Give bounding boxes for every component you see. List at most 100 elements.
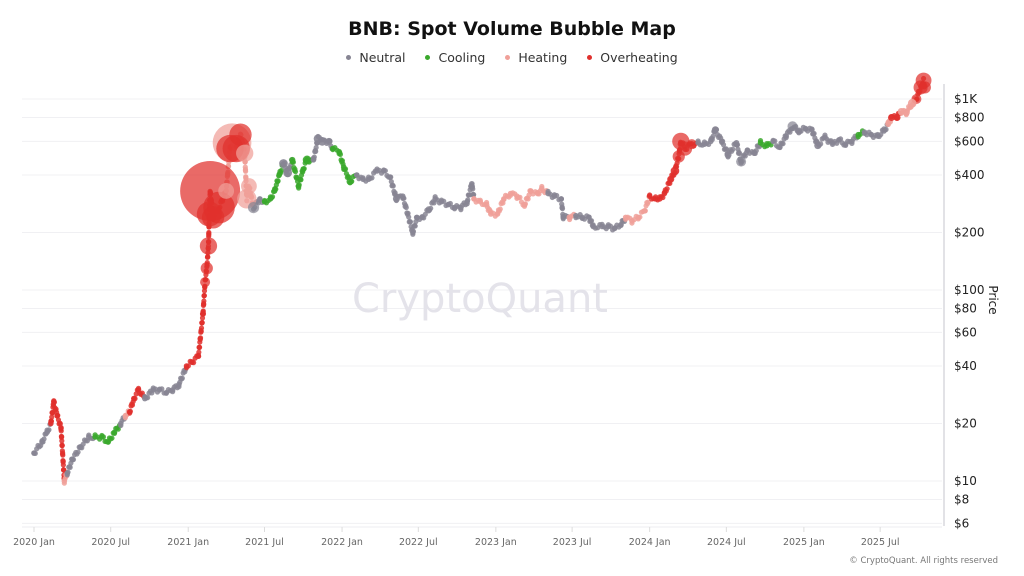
legend-item-neutral[interactable]: Neutral (346, 50, 405, 65)
bubble-n (814, 142, 822, 150)
bubble-n (44, 429, 50, 436)
bubble-n (410, 229, 416, 236)
bubble-n (545, 190, 551, 197)
bubble-n (118, 420, 124, 427)
y-tick-label: $100 (954, 283, 985, 297)
trail-dot-o (60, 452, 66, 458)
bubble-n (414, 214, 420, 221)
bubble-n (809, 126, 815, 133)
bubble-c (855, 131, 862, 138)
y-axis-label: Price (986, 285, 1000, 314)
y-tick-label: $1K (954, 92, 978, 106)
bubble-n (399, 193, 406, 199)
legend-item-heating[interactable]: Heating (505, 50, 567, 65)
bubble-o (661, 190, 668, 197)
bubble-h (885, 120, 892, 128)
trail-dot-o (201, 293, 207, 299)
bubble-h (483, 201, 490, 208)
legend-dot-neutral (346, 55, 352, 60)
bubble-c (261, 198, 268, 205)
y-tick-label: $60 (954, 325, 977, 339)
bubble-h (487, 211, 494, 217)
bubble-n (419, 214, 425, 221)
trail-dot-o (196, 349, 202, 355)
bubble-n (247, 202, 260, 214)
y-tick-label: $800 (954, 111, 985, 125)
legend-label: Heating (518, 50, 568, 65)
bubble-n (85, 434, 92, 440)
x-tick-label: 2025 Jul (861, 537, 900, 548)
x-tick-label: 2021 Jan (167, 537, 209, 548)
y-tick-label: $200 (954, 226, 985, 240)
bubble-o (200, 277, 211, 288)
bubble-c (289, 156, 296, 163)
bubble-n (150, 387, 157, 393)
x-tick-label: 2022 Jan (321, 537, 363, 548)
bubble-h (507, 190, 514, 197)
trail-dot-o (59, 434, 65, 440)
bubble-o (199, 237, 218, 255)
bubble-n (718, 138, 725, 145)
bubble-n (558, 196, 564, 202)
bubble-n (560, 214, 567, 221)
bubble-n (257, 196, 263, 202)
bubble-o (54, 412, 60, 419)
legend-dot-heating (505, 55, 511, 60)
trail-dot-n (412, 223, 418, 229)
bubble-h (534, 190, 541, 197)
y-tick-label: $80 (954, 302, 977, 316)
bubble-n (733, 139, 740, 146)
bubble-h (122, 412, 129, 419)
bubble-o (686, 139, 697, 150)
legend: Neutral Cooling Heating Overheating (0, 50, 1024, 65)
bubble-n (374, 168, 380, 174)
legend-label: Neutral (359, 50, 406, 65)
bubble-h (635, 214, 642, 221)
y-tick-label: $400 (954, 168, 985, 182)
bubble-o (672, 150, 685, 163)
y-tick-label: $10 (954, 474, 977, 488)
bubble-n (142, 395, 148, 402)
trail-dot-n (471, 191, 477, 198)
trail-dot-c (109, 435, 115, 441)
bubble-h (218, 183, 235, 199)
bubble-o (48, 420, 54, 427)
bubble-n (707, 138, 714, 145)
bubble-o (670, 166, 680, 176)
legend-item-overheating[interactable]: Overheating (587, 50, 678, 65)
trail-dot-n (179, 375, 185, 381)
bubble-n (736, 156, 747, 167)
bubble-o (183, 363, 190, 369)
watermark: CryptoQuant (352, 276, 608, 322)
bubble-n (360, 176, 366, 183)
bubble-n (169, 387, 176, 393)
legend-label: Cooling (438, 50, 486, 65)
bubble-h (907, 98, 917, 108)
bubble-n (874, 133, 881, 139)
trail-dot-n (559, 206, 566, 212)
bubble-n (310, 157, 317, 163)
bubble-n (31, 450, 37, 456)
bubble-n (787, 121, 798, 132)
trail-dot-c (298, 177, 304, 183)
bubble-n (802, 125, 809, 132)
trail-dot-c (292, 169, 299, 175)
bubble-c (329, 145, 336, 152)
legend-item-cooling[interactable]: Cooling (425, 50, 485, 65)
trail-dot-o (59, 438, 65, 444)
bubble-n (724, 151, 732, 159)
bubble-n (586, 214, 592, 221)
bubble-o (201, 206, 225, 229)
trail-dot-o (59, 443, 65, 449)
x-tick-label: 2021 Jul (245, 537, 284, 548)
bubble-o (918, 81, 931, 94)
trail-dot-c (278, 167, 284, 174)
bubble-n (770, 138, 776, 145)
trail-dot-n (313, 144, 319, 151)
bubble-n (425, 207, 432, 214)
trail-dot-n (407, 219, 414, 225)
axes: $1K $800 $600 $400 $200 $100 $80 $60 $40 $20 $10 $8… (13, 84, 1000, 548)
bubble-n (39, 439, 45, 445)
bubble-n (573, 212, 579, 219)
